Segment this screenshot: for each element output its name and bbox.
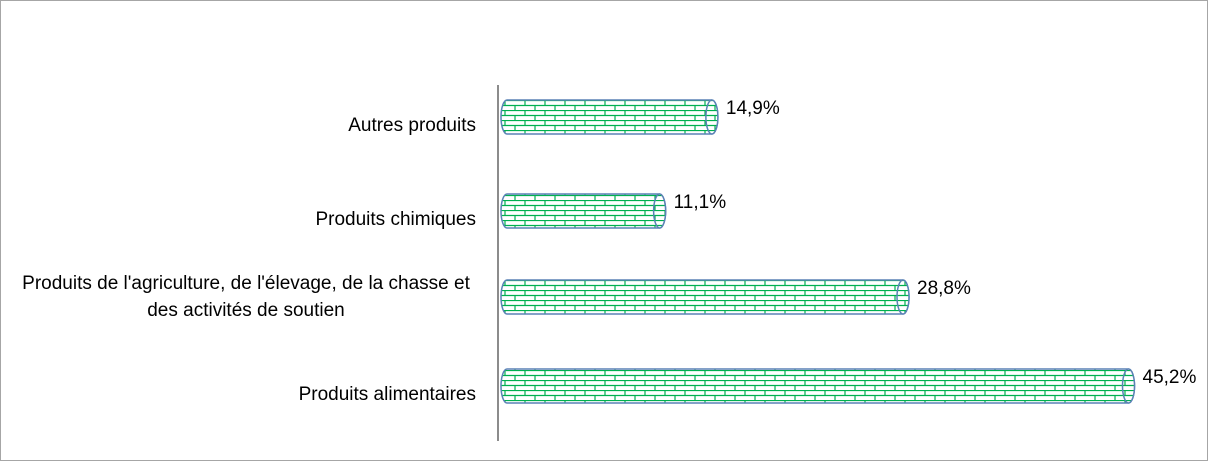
bar-body (500, 368, 1136, 404)
category-label: Produits de l'agriculture, de l'élevage,… (22, 273, 470, 321)
bar-cap (1121, 368, 1136, 404)
bar-cap (896, 279, 910, 315)
bar (500, 99, 719, 135)
bar (500, 193, 667, 229)
data-label: 11,1% (674, 192, 727, 213)
bar-body (500, 279, 910, 315)
category-label: Autres produits (348, 114, 476, 136)
bar (500, 368, 1136, 404)
data-label: 14,9% (726, 98, 780, 119)
bar-body (500, 193, 667, 229)
data-label: 45,2% (1143, 367, 1197, 388)
bar-body (500, 99, 719, 135)
bar-cap (705, 99, 719, 135)
category-label: Produits alimentaires (298, 383, 476, 405)
category-label: Produits chimiques (315, 208, 476, 230)
data-label: 28,8% (917, 278, 971, 299)
bar-cap (652, 193, 667, 229)
bar (500, 279, 910, 315)
